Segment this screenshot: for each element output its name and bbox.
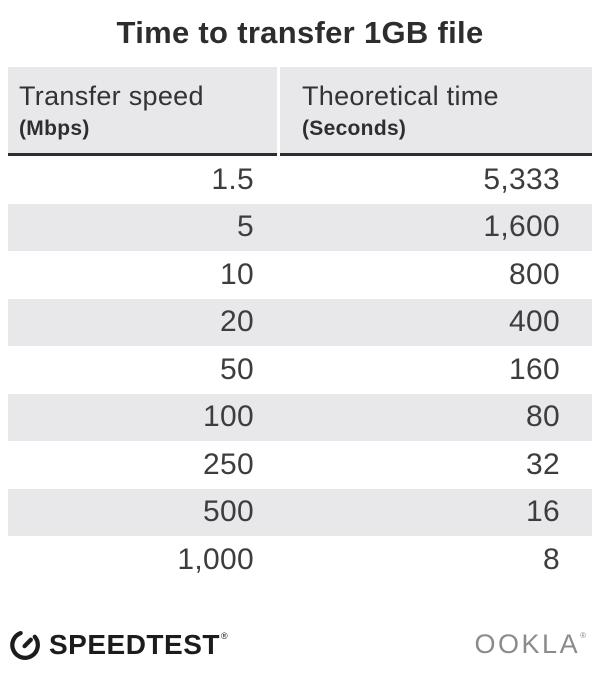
time-value: 1,600 bbox=[483, 210, 560, 244]
time-value: 80 bbox=[526, 400, 560, 434]
table-row: 10 800 bbox=[8, 251, 592, 299]
time-value: 32 bbox=[526, 447, 560, 481]
footer: SPEEDTEST ® OOKLA ® bbox=[8, 628, 592, 662]
table-row: 50 160 bbox=[8, 346, 592, 394]
speed-value: 5 bbox=[237, 210, 254, 244]
column-label: Transfer speed bbox=[19, 81, 204, 111]
speed-value: 20 bbox=[220, 305, 254, 339]
time-value: 16 bbox=[526, 495, 560, 529]
column-header-transfer-speed: Transfer speed (Mbps) bbox=[8, 67, 277, 156]
speed-value: 500 bbox=[203, 495, 254, 529]
speed-value: 1.5 bbox=[211, 162, 254, 196]
ookla-wordmark: OOKLA bbox=[474, 629, 581, 659]
table-row: 100 80 bbox=[8, 393, 592, 441]
registered-mark-icon: ® bbox=[220, 630, 228, 641]
speed-value: 100 bbox=[203, 400, 254, 434]
table-row: 250 32 bbox=[8, 441, 592, 489]
column-label: Theoretical time bbox=[302, 81, 499, 111]
table-body: 1.5 5,333 5 1,600 10 800 20 400 50 160 100 80 250 32 5… bbox=[8, 156, 592, 584]
speedtest-logo: SPEEDTEST ® bbox=[8, 628, 228, 662]
table-row: 500 16 bbox=[8, 488, 592, 536]
speed-value: 50 bbox=[220, 352, 254, 386]
speed-value: 10 bbox=[220, 257, 254, 291]
time-value: 800 bbox=[509, 257, 560, 291]
transfer-time-table: Transfer speed (Mbps) Theoretical time (… bbox=[8, 67, 592, 584]
infographic: Time to transfer 1GB file Transfer speed… bbox=[0, 14, 600, 662]
page-title: Time to transfer 1GB file bbox=[116, 15, 484, 50]
table-row: 1.5 5,333 bbox=[8, 156, 592, 204]
table-row: 1,000 8 bbox=[8, 536, 592, 584]
speed-value: 1,000 bbox=[177, 542, 254, 576]
speed-value: 250 bbox=[203, 447, 254, 481]
column-header-theoretical-time: Theoretical time (Seconds) bbox=[280, 67, 592, 156]
column-unit: (Seconds) bbox=[302, 117, 407, 140]
table-row: 20 400 bbox=[8, 298, 592, 346]
ookla-logo: OOKLA ® bbox=[475, 629, 592, 660]
speedtest-wordmark: SPEEDTEST bbox=[49, 628, 220, 660]
time-value: 5,333 bbox=[483, 162, 560, 196]
table-row: 5 1,600 bbox=[8, 203, 592, 251]
column-unit: (Mbps) bbox=[19, 117, 90, 140]
time-value: 400 bbox=[509, 305, 560, 339]
time-value: 160 bbox=[509, 352, 560, 386]
table-header: Transfer speed (Mbps) Theoretical time (… bbox=[8, 67, 592, 156]
time-value: 8 bbox=[543, 542, 560, 576]
registered-mark-icon: ® bbox=[580, 631, 586, 640]
gauge-icon bbox=[10, 630, 40, 660]
